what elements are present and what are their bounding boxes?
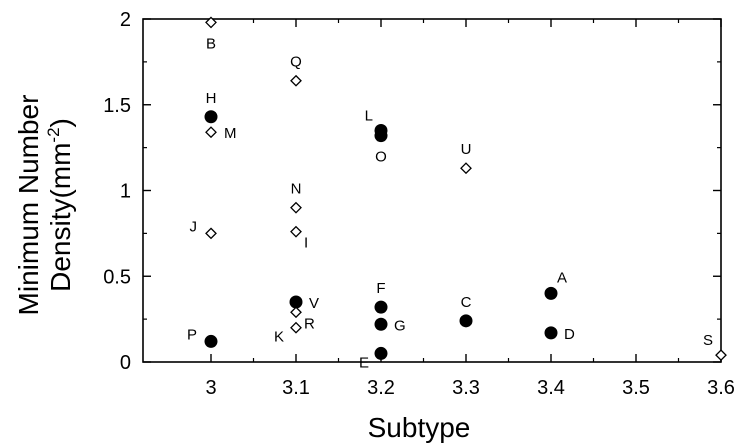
point-S-marker [715,349,727,362]
point-F-marker [374,300,388,314]
point-B-marker [205,16,217,29]
point-F-label: F [376,280,385,297]
point-P-label: P [187,326,197,343]
point-K-marker [290,321,302,334]
point-E-label: E [359,354,369,371]
point-A-label: A [557,269,567,286]
y-tick-label: 1.5 [103,95,131,117]
x-axis-title: Subtype [368,412,471,443]
point-C-marker [459,314,473,328]
y-axis-title-line1: Minimum Number [13,95,44,316]
point-V-label: V [309,295,319,312]
ticks: 3 3.1 3.2 3.3 3.4 3.5 3.6 0 0.5 1 1.5 2 [103,9,735,399]
point-S-label: S [703,332,713,349]
x-tick-label: 3.2 [367,377,395,399]
point-H-marker [204,110,218,124]
y-axis-title-line2: Density(mm-2) [44,118,76,292]
point-K-label: K [274,329,284,346]
point-D-label: D [564,326,575,343]
point-H-label: H [206,90,217,107]
point-U-marker [460,162,472,175]
x-tick-label: 3.3 [452,377,480,399]
point-C-label: C [461,294,472,311]
y-axis-title-line2-suffix: ) [45,118,76,127]
y-tick-label: 1 [120,181,131,203]
point-N-marker [290,201,302,214]
point-O-marker [374,129,388,143]
y-tick-label: 2 [120,9,131,31]
x-tick-label: 3.4 [537,377,565,399]
point-V-marker [289,295,303,309]
point-P-marker [204,334,218,348]
point-D-marker [544,326,558,340]
plot-frame [142,18,722,363]
x-tick-label: 3.5 [622,377,650,399]
point-E-marker [374,346,388,360]
point-I-label: I [304,235,308,252]
point-G-marker [374,317,388,331]
point-O-label: O [375,149,387,166]
point-labels: B H M J P Q N I VR K L O F G E U C A D S [187,35,713,371]
point-G-label: G [394,317,406,334]
x-tick-label: 3 [205,377,216,399]
axes [142,18,722,363]
point-N-label: N [291,181,302,198]
point-M-label: M [224,125,237,142]
point-M-marker [205,126,217,139]
x-tick-label: 3.6 [707,377,735,399]
point-Q-label: Q [290,54,302,71]
point-Q-marker [290,74,302,87]
y-axis-title-line2-prefix: Density(mm [45,143,76,292]
y-axis-title-line2-sup: -2 [44,127,63,142]
point-B-label: B [206,35,216,52]
point-R-marker [290,306,302,319]
point-I-marker [290,225,302,238]
point-J-marker [205,227,217,240]
point-L-label: L [365,107,373,124]
point-R-label: R [304,315,315,332]
y-tick-label: 0.5 [103,266,131,288]
y-tick-label: 0 [120,352,131,374]
point-J-label: J [190,218,198,235]
point-A-marker [544,286,558,300]
data-points [204,16,727,362]
y-axis-title: Minimum Number Density(mm-2) [13,95,76,316]
x-tick-label: 3.1 [282,377,310,399]
point-U-label: U [461,141,472,158]
